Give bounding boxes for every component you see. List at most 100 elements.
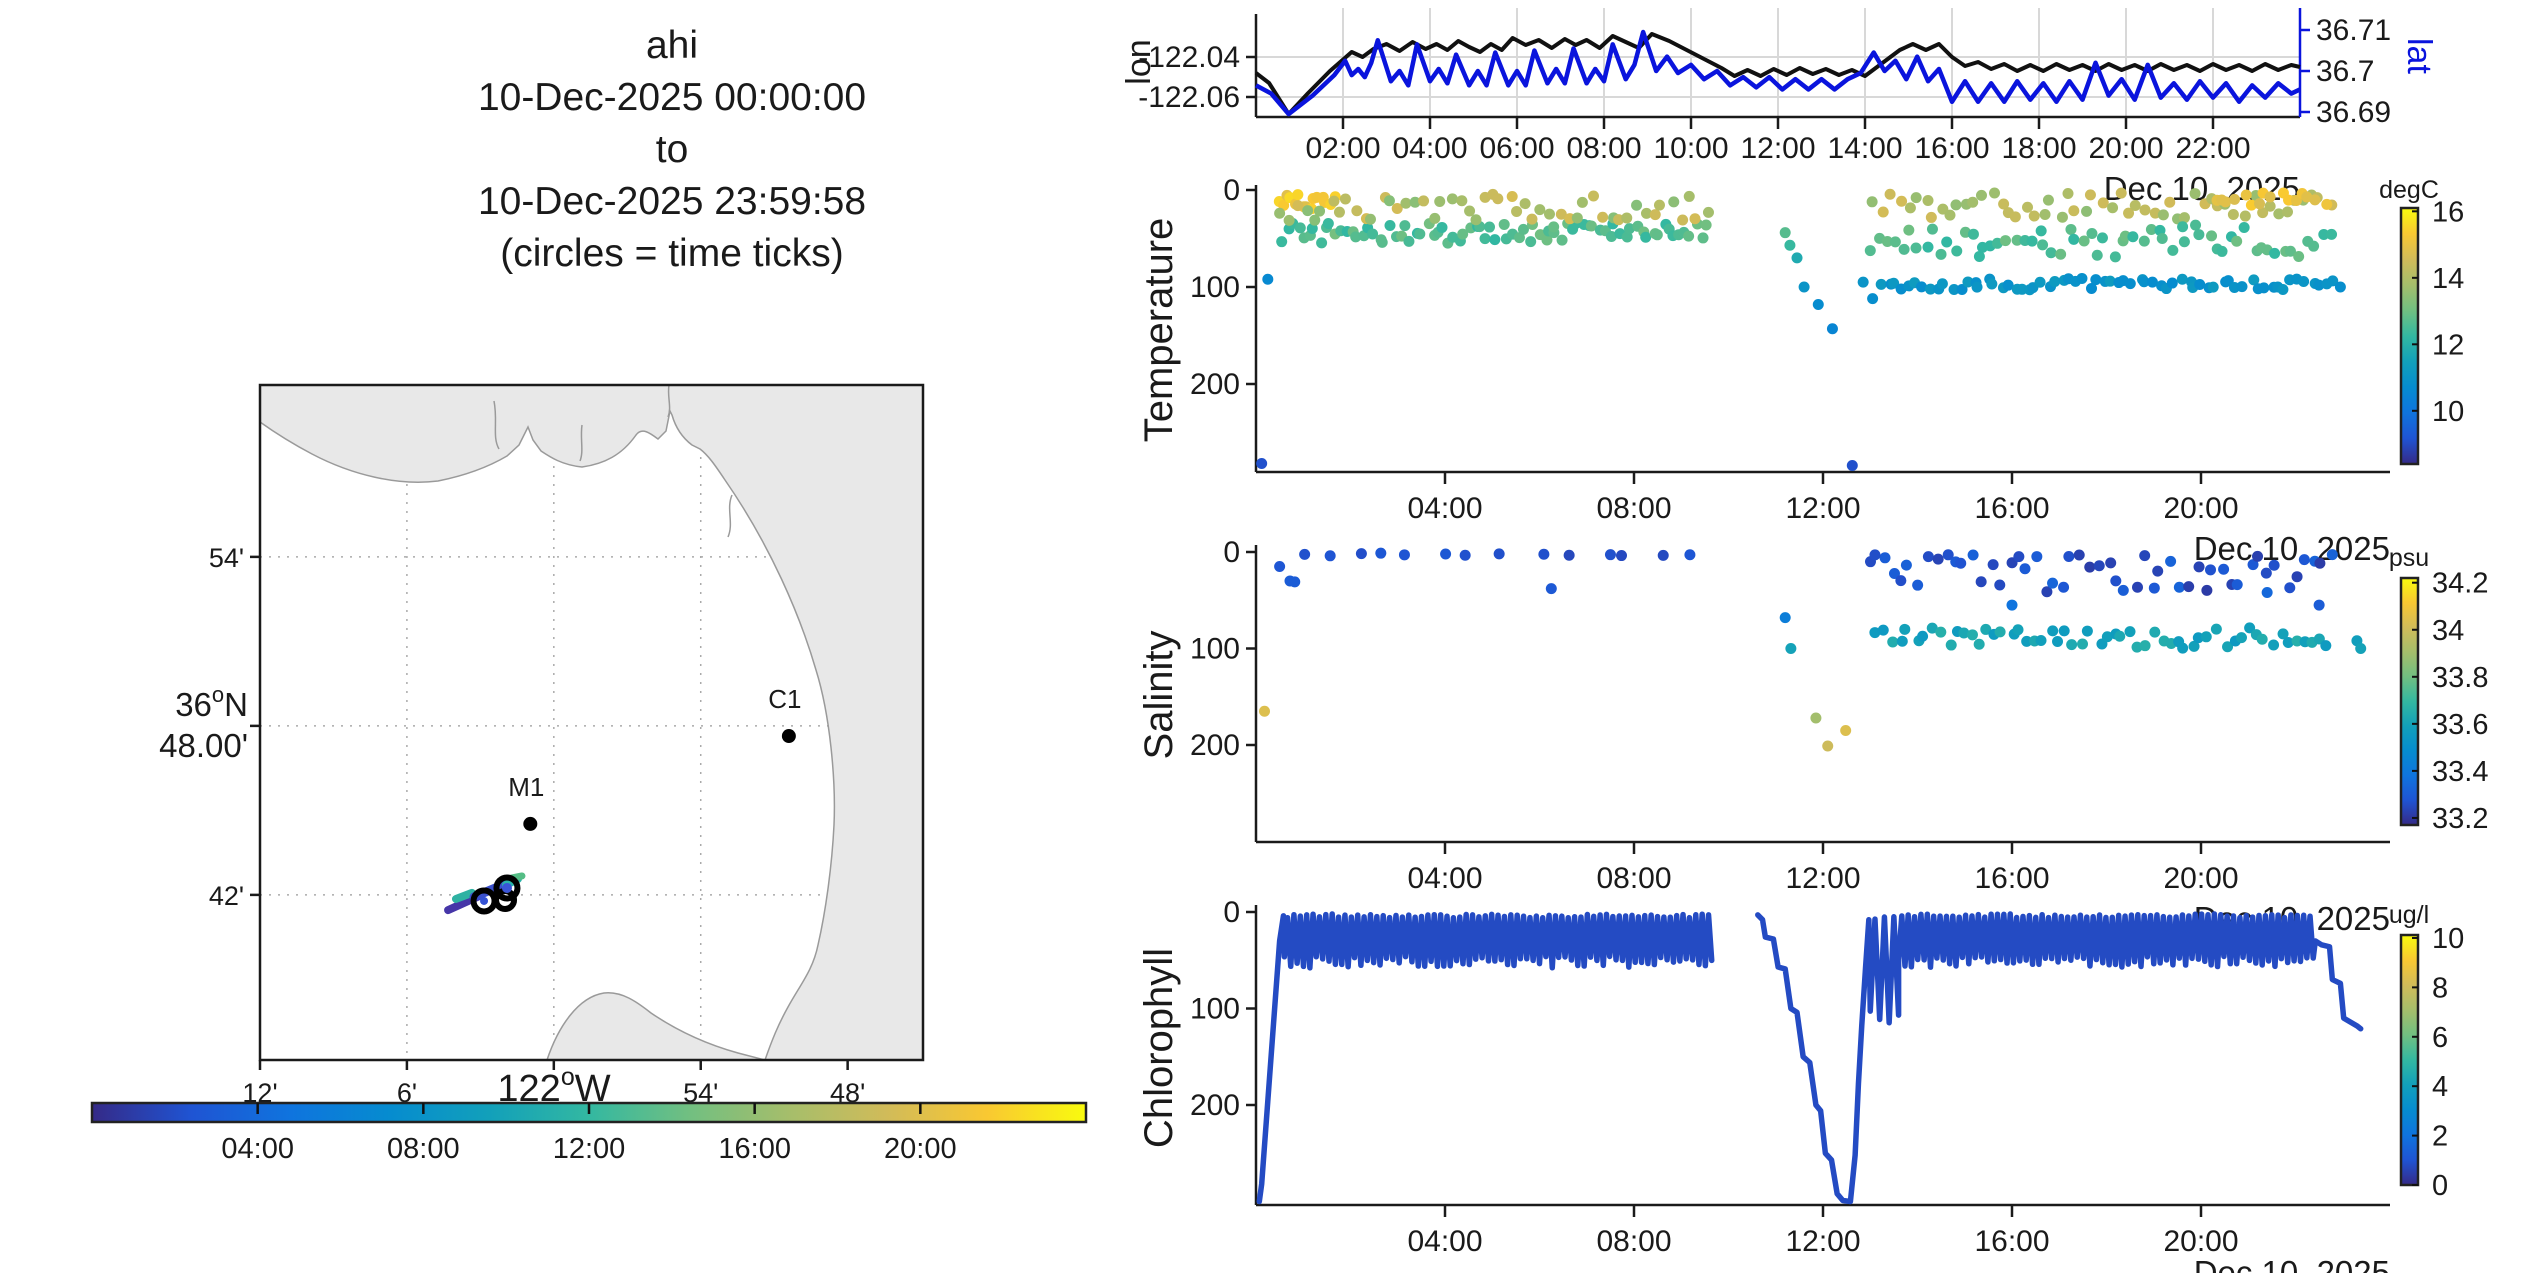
river-line (727, 494, 733, 538)
svg-text:08:00: 08:00 (387, 1133, 460, 1165)
title-to: to (656, 128, 689, 171)
svg-text:18:00: 18:00 (2001, 132, 2076, 165)
svg-text:100: 100 (1190, 993, 1240, 1026)
svg-text:6': 6' (397, 1078, 417, 1108)
mooring-stations: M1 C1 (508, 684, 801, 831)
svg-text:14: 14 (2432, 263, 2464, 295)
chlorophyll-plot: 0 100 200 04:00 08:00 12:00 16:00 20:00 10 8 6 4 2 0 (1190, 896, 2464, 1258)
svg-text:-122.04: -122.04 (1138, 41, 1240, 74)
svg-text:16:00: 16:00 (1914, 132, 1989, 165)
lat-line (1254, 29, 2301, 117)
svg-text:20:00: 20:00 (2088, 132, 2163, 165)
svg-text:200: 200 (1190, 729, 1240, 762)
svg-text:33.8: 33.8 (2432, 662, 2488, 694)
land-monterey-bay (259, 384, 924, 1061)
svg-text:22:00: 22:00 (2175, 132, 2250, 165)
svg-text:16:00: 16:00 (1974, 1225, 2049, 1258)
svg-text:12:00: 12:00 (553, 1133, 626, 1165)
vehicle-track (444, 872, 526, 915)
salinity-cbar-unit: psu (2389, 544, 2429, 572)
svg-text:33.6: 33.6 (2432, 709, 2488, 741)
title-note: (circles = time ticks) (500, 232, 843, 275)
svg-text:10: 10 (2432, 396, 2464, 428)
land-monterey-peninsula (545, 992, 766, 1061)
svg-text:20:00: 20:00 (2163, 492, 2238, 525)
svg-text:33.4: 33.4 (2432, 756, 2488, 788)
svg-text:0: 0 (1223, 896, 1240, 929)
temperature-date-label: Dec 10, 2025 (2194, 530, 2390, 567)
p3-dots (1259, 547, 2367, 752)
svg-text:20:00: 20:00 (2163, 1225, 2238, 1258)
svg-text:04:00: 04:00 (221, 1133, 294, 1165)
svg-text:200: 200 (1190, 368, 1240, 401)
chlorophyll-line-2 (1755, 911, 2364, 1205)
salinity-plot: 0 100 200 04:00 08:00 12:00 16:00 20:00 34.2 34 33… (1190, 536, 2489, 895)
lon-line (1254, 32, 2301, 116)
svg-text:16:00: 16:00 (1974, 862, 2049, 895)
p2-dots (1256, 187, 2346, 471)
chlorophyll-date-label: Dec 10, 2025 (2194, 1254, 2390, 1273)
svg-text:54': 54' (209, 543, 244, 573)
station-label-M1: M1 (508, 772, 544, 802)
chlorophyll-cbar-unit: ug/l (2389, 901, 2429, 929)
svg-text:08:00: 08:00 (1596, 862, 1671, 895)
svg-text:12:00: 12:00 (1785, 862, 1860, 895)
svg-text:6: 6 (2432, 1022, 2448, 1054)
svg-text:04:00: 04:00 (1392, 132, 1467, 165)
salinity-ylabel: Salinity (1137, 631, 1181, 760)
svg-text:16:00: 16:00 (1974, 492, 2049, 525)
svg-text:06:00: 06:00 (1479, 132, 1554, 165)
svg-text:12: 12 (2432, 329, 2464, 361)
temperature-cbar-unit: degC (2379, 176, 2439, 204)
svg-text:-122.06: -122.06 (1138, 81, 1240, 114)
svg-text:02:00: 02:00 (1305, 132, 1380, 165)
lonlat-plot: -122.04 -122.06 02:00 04:00 06:00 08:00 10:00 1… (1138, 8, 2391, 165)
svg-text:0: 0 (2432, 1170, 2448, 1202)
svg-text:12:00: 12:00 (1785, 492, 1860, 525)
svg-text:100: 100 (1190, 633, 1240, 666)
map-lat-main-label: 36oN (175, 682, 248, 723)
svg-text:04:00: 04:00 (1407, 862, 1482, 895)
svg-text:04:00: 04:00 (1407, 492, 1482, 525)
time-colorbar: 04:00 08:00 12:00 16:00 20:00 (90, 1101, 1088, 1165)
svg-text:4: 4 (2432, 1071, 2448, 1103)
svg-text:10:00: 10:00 (1653, 132, 1728, 165)
svg-text:04:00: 04:00 (1407, 1225, 1482, 1258)
svg-text:34: 34 (2432, 615, 2464, 647)
svg-text:34.2: 34.2 (2432, 568, 2488, 600)
svg-text:36.7: 36.7 (2316, 55, 2374, 88)
svg-text:08:00: 08:00 (1566, 132, 1641, 165)
svg-text:12:00: 12:00 (1740, 132, 1815, 165)
title-end-time: 10-Dec-2025 23:59:58 (478, 180, 866, 223)
svg-text:08:00: 08:00 (1596, 1225, 1671, 1258)
svg-text:12:00: 12:00 (1785, 1225, 1860, 1258)
svg-text:20:00: 20:00 (2163, 862, 2238, 895)
station-dot-M1 (523, 816, 538, 831)
lonlat-y2label: lat (2400, 38, 2438, 74)
svg-text:36.71: 36.71 (2316, 14, 2391, 47)
river-line (579, 424, 583, 462)
svg-text:16: 16 (2432, 196, 2464, 228)
svg-text:2: 2 (2432, 1121, 2448, 1153)
svg-text:36.69: 36.69 (2316, 96, 2391, 129)
temperature-ylabel: Temperature (1137, 218, 1181, 443)
svg-text:20:00: 20:00 (884, 1133, 957, 1165)
station-dot-C1 (781, 729, 796, 744)
svg-text:33.2: 33.2 (2432, 803, 2488, 835)
svg-text:16:00: 16:00 (718, 1133, 791, 1165)
title-vehicle: ahi (646, 24, 698, 67)
svg-text:10: 10 (2432, 923, 2464, 955)
svg-text:8: 8 (2432, 972, 2448, 1004)
river-line (493, 400, 500, 450)
svg-text:100: 100 (1190, 271, 1240, 304)
temperature-plot: 0 100 200 04:00 08:00 12:00 16:00 20:00 16 14 12 10 (1190, 174, 2464, 525)
title-block: ahi 10-Dec-2025 00:00:00 to 10-Dec-2025 … (478, 24, 866, 275)
lonlat-ylabel: lon (1120, 39, 1158, 84)
svg-text:0: 0 (1223, 174, 1240, 207)
station-label-C1: C1 (768, 684, 801, 714)
chlorophyll-line-1 (1256, 911, 1715, 1205)
svg-text:14:00: 14:00 (1827, 132, 1902, 165)
svg-text:0: 0 (1223, 536, 1240, 569)
